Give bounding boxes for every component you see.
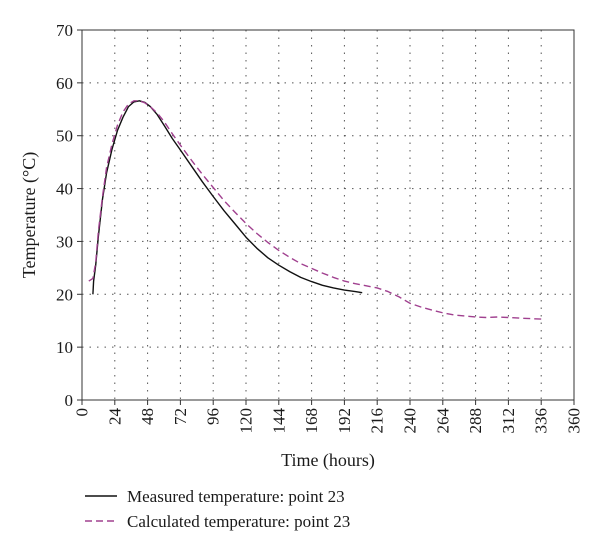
x-tick-label: 96 — [204, 408, 223, 425]
series-line-calculated — [88, 100, 542, 320]
x-tick-label: 240 — [401, 408, 420, 434]
y-tick-label: 50 — [56, 127, 73, 146]
x-tick-label: 312 — [499, 408, 518, 434]
x-tick-label: 336 — [532, 408, 551, 434]
x-axis-title: Time (hours) — [281, 450, 375, 471]
x-tick-label: 0 — [73, 408, 92, 417]
x-tick-label: 216 — [368, 408, 387, 434]
y-tick-label: 70 — [56, 21, 73, 40]
x-tick-label: 288 — [466, 408, 485, 434]
x-tick-label: 264 — [433, 408, 452, 434]
y-tick-label: 60 — [56, 74, 73, 93]
x-tick-label: 360 — [565, 408, 584, 434]
plot-area-frame — [81, 29, 575, 401]
x-tick-label: 144 — [269, 408, 288, 434]
x-tick-label: 24 — [105, 408, 124, 426]
legend-label-measured: Measured temperature: point 23 — [127, 487, 345, 506]
x-tick-label: 48 — [138, 408, 157, 425]
y-axis-title: Temperature (°C) — [19, 152, 40, 278]
x-tick-label: 72 — [171, 408, 190, 425]
series-line-measured — [92, 100, 363, 295]
series-layer — [88, 100, 542, 320]
y-tick-label: 0 — [65, 391, 74, 410]
x-axis-ticks: 0 24 48 72 96 120 144 168 192 216 240 264 288 312 336 3… — [73, 400, 584, 434]
legend-label-calculated: Calculated temperature: point 23 — [127, 512, 350, 531]
x-tick-label: 120 — [237, 408, 256, 434]
y-axis-ticks: 0 10 20 30 40 50 60 70 — [56, 21, 82, 410]
y-tick-label: 40 — [56, 180, 73, 199]
grid-lines — [82, 30, 574, 400]
x-tick-label: 168 — [302, 408, 321, 434]
y-tick-label: 20 — [56, 285, 73, 304]
legend: Measured temperature: point 23 Calculate… — [85, 487, 350, 531]
y-tick-label: 10 — [56, 338, 73, 357]
x-tick-label: 192 — [335, 408, 354, 434]
y-tick-label: 30 — [56, 232, 73, 251]
